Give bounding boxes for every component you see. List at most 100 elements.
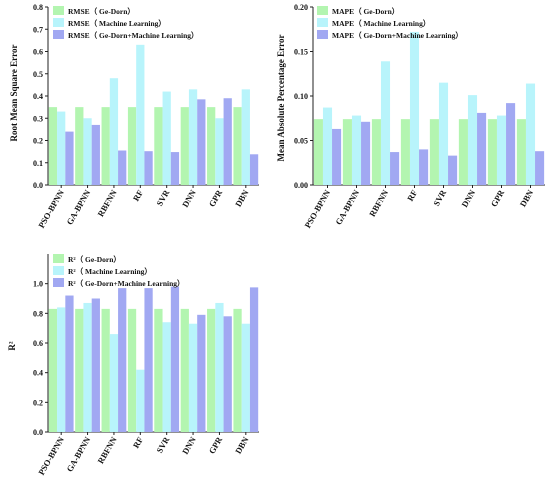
r2-bar xyxy=(188,323,198,432)
mape-bar xyxy=(419,149,429,185)
mape-category-label: GPR xyxy=(489,187,507,208)
mape-bar xyxy=(535,151,545,185)
rmse-bar xyxy=(170,152,180,185)
mape-y-tick-label: 0.15 xyxy=(294,48,308,57)
rmse-bar xyxy=(233,107,242,185)
rmse-y-tick-label: 0.8 xyxy=(33,3,43,12)
r2-y-tick-label: 0.6 xyxy=(33,339,43,348)
r2-legend-swatch xyxy=(53,278,64,287)
mape-legend-swatch xyxy=(317,18,328,27)
r2-bar xyxy=(162,322,171,432)
r2-bar xyxy=(241,323,250,432)
r2-category-label: SVR xyxy=(154,434,172,454)
r2-y-tick-label: 0.2 xyxy=(33,398,43,407)
rmse-y-tick-label: 0.7 xyxy=(33,25,43,34)
mape-y-axis-label: Mean Absolute Percentage Error xyxy=(276,35,286,162)
rmse-bar xyxy=(57,111,66,185)
rmse-bar xyxy=(83,118,92,185)
r2-bar xyxy=(75,308,84,432)
r2-y-tick-label: 0.0 xyxy=(33,428,43,437)
r2-bar xyxy=(48,308,58,432)
mape-bar xyxy=(351,115,362,185)
r2-bar xyxy=(197,314,206,432)
mape-legend: MAPE（ Ge-Dorn） MAPE（ Machine Learning） MAP… xyxy=(317,6,463,40)
r2-legend-label: R²（ Ge-Dorn） xyxy=(68,254,121,264)
mape-category-label: RF xyxy=(405,188,419,203)
mape-category-label: SVR xyxy=(431,187,449,207)
mape-bar xyxy=(361,121,371,185)
r2-bar xyxy=(91,298,100,432)
mape-category-label: DBN xyxy=(518,187,536,208)
mape-y-tick-label: 0.10 xyxy=(294,92,308,101)
rmse-category-label: SVR xyxy=(154,187,172,207)
rmse-y-tick-label: 0.0 xyxy=(33,181,43,190)
mape-bar xyxy=(516,119,526,185)
rmse-bar xyxy=(249,154,259,185)
rmse-bar xyxy=(136,44,145,185)
rmse-bar xyxy=(91,124,100,185)
mape-bar xyxy=(496,115,507,185)
mape-bar xyxy=(506,103,516,185)
r2-y-tick-label: 0.8 xyxy=(33,309,43,318)
rmse-bar xyxy=(144,151,153,185)
rmse-y-tick-label: 0.3 xyxy=(33,114,43,123)
mape-bar xyxy=(487,119,497,185)
r2-bar xyxy=(170,286,180,432)
rmse-legend-swatch xyxy=(53,18,64,27)
r2-bar xyxy=(65,295,74,432)
r2-category-label: DBN xyxy=(233,434,251,455)
rmse-bar xyxy=(197,99,206,185)
rmse-category-label: DNN xyxy=(180,187,198,209)
rmse-legend-label: RMSE（ Ge-Dorn） xyxy=(68,6,135,16)
r2-bar xyxy=(154,308,163,432)
mape-bar xyxy=(332,128,342,185)
mape-legend-label: MAPE（ Machine Learning） xyxy=(332,18,430,28)
mape-category-label: DNN xyxy=(459,187,477,209)
rmse-y-tick-label: 0.6 xyxy=(33,48,43,57)
mape-bar xyxy=(477,112,487,185)
rmse-bar xyxy=(223,98,232,185)
r2-category-label: GPR xyxy=(207,434,225,455)
rmse-bar xyxy=(215,118,224,185)
rmse-legend-swatch xyxy=(53,30,64,39)
mape-y-tick-label: 0.00 xyxy=(294,181,308,190)
mape-bar xyxy=(467,95,478,185)
mape-bar xyxy=(322,107,333,185)
r2-category-label: PSO-BPNN xyxy=(36,434,66,477)
rmse-category-label: GPR xyxy=(207,187,225,208)
r2-category-label: RBFNN xyxy=(95,434,119,465)
mape-y-tick-label: 0.20 xyxy=(294,3,308,12)
mape-bar xyxy=(390,152,400,185)
rmse-bar xyxy=(154,107,163,185)
r2-legend-label: R²（ Ge-Dorn+Machine Learning） xyxy=(68,278,185,288)
rmse-bar xyxy=(188,89,198,185)
rmse-bar xyxy=(75,107,84,185)
rmse-category-label: PSO-BPNN xyxy=(36,187,66,230)
rmse-y-axis-label: Root Mean Square Error xyxy=(9,45,19,142)
mape-category-label: PSO-BPNN xyxy=(302,187,332,230)
mape-category-label: GA-BPNN xyxy=(333,187,361,226)
mape-bar xyxy=(438,82,449,185)
r2-bar xyxy=(215,302,224,432)
rmse-legend-label: RMSE（ Machine Learning） xyxy=(68,18,166,28)
mape-legend-label: MAPE（ Ge-Dorn） xyxy=(332,6,399,16)
mape-bar xyxy=(525,83,536,185)
r2-bar xyxy=(249,287,259,433)
rmse-legend-swatch xyxy=(53,6,64,15)
r2-legend-swatch xyxy=(53,266,64,275)
mape-y-tick-label: 0.05 xyxy=(294,137,308,146)
mape-bar xyxy=(429,119,439,185)
mape-chart: Mean Absolute Percentage Error 0.00 0.05 0… xyxy=(276,3,545,230)
r2-y-axis-label: R² xyxy=(7,341,17,350)
r2-legend-swatch xyxy=(53,254,64,263)
rmse-category-label: RF xyxy=(131,188,145,203)
rmse-bar xyxy=(118,150,127,185)
rmse-y-tick-label: 0.5 xyxy=(33,70,43,79)
r2-bar xyxy=(101,308,110,432)
r2-category-label: GA-BPNN xyxy=(64,434,92,473)
rmse-y-tick-label: 0.4 xyxy=(33,92,43,101)
mape-bar xyxy=(380,61,391,185)
rmse-category-label: GA-BPNN xyxy=(64,187,92,226)
rmse-category-label: RBFNN xyxy=(95,187,119,218)
rmse-y-tick-label: 0.2 xyxy=(33,137,43,146)
